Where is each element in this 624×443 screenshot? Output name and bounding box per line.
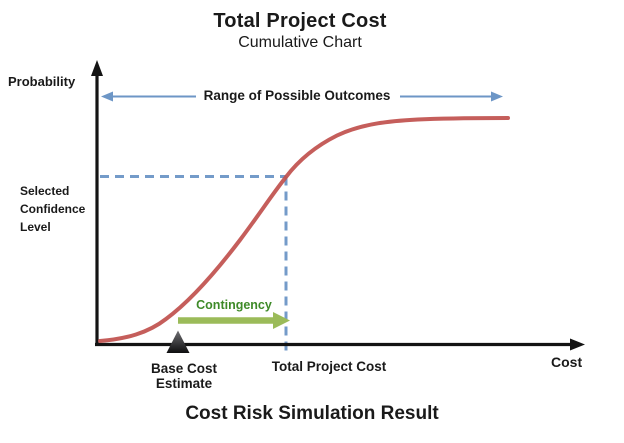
base-cost-estimate-label: Base Cost Estimate	[150, 361, 218, 391]
range-arrows	[101, 91, 503, 102]
x-axis-label: Cost	[551, 354, 583, 370]
confidence-dashed-lines	[100, 175, 288, 352]
y-axis-arrowhead-icon	[91, 60, 103, 76]
range-right-arrowhead-icon	[491, 91, 503, 102]
range-of-outcomes-label: Range of Possible Outcomes	[203, 88, 391, 103]
range-left-arrowhead-icon	[101, 91, 113, 102]
contingency-label: Contingency	[196, 298, 272, 312]
s-curve	[98, 116, 510, 343]
chart-caption: Cost Risk Simulation Result	[185, 403, 439, 424]
axes	[91, 60, 585, 351]
total-project-cost-label: Total Project Cost	[271, 359, 387, 374]
confidence-level-label: Selected Confidence Level	[20, 184, 86, 234]
chart-subtitle: Cumulative Chart	[238, 34, 362, 51]
chart-title: Total Project Cost	[213, 10, 387, 32]
x-axis-arrowhead-icon	[570, 338, 585, 351]
y-axis-label: Probability	[8, 74, 76, 89]
contingency-arrow	[178, 312, 290, 329]
base-estimate-marker-icon	[166, 330, 190, 353]
contingency-arrowhead-icon	[273, 312, 290, 329]
